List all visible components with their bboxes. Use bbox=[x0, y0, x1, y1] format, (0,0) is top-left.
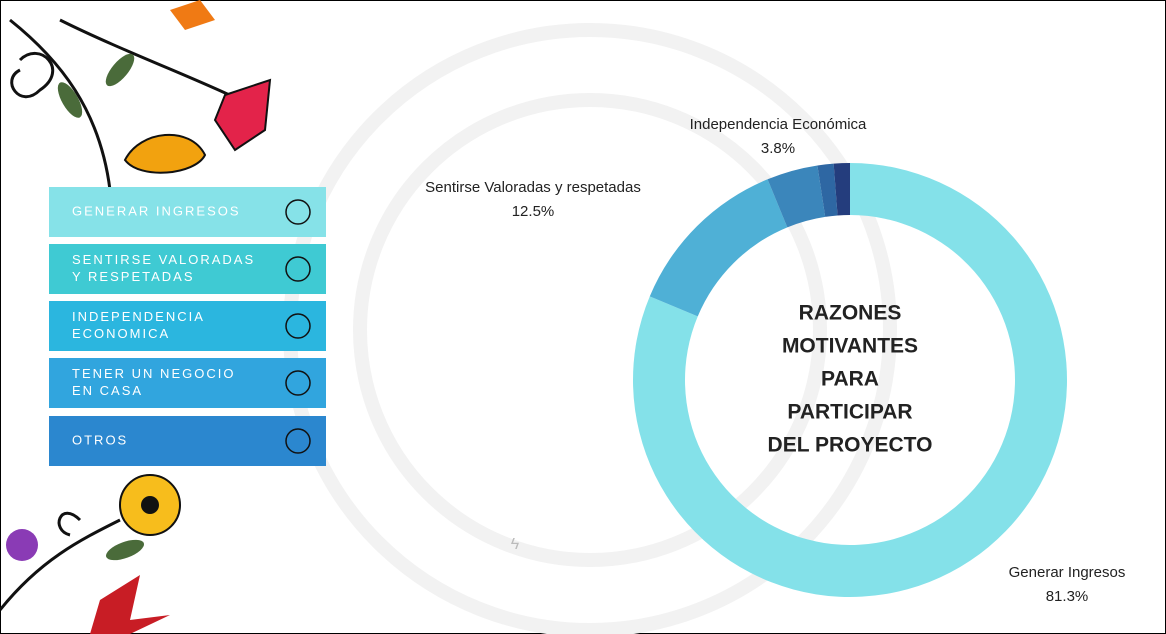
slice-value-label: 81.3% bbox=[1046, 588, 1089, 605]
donut-slice bbox=[817, 163, 838, 217]
menu-button bbox=[49, 416, 326, 466]
menu-button bbox=[49, 187, 326, 237]
menu-button-label: ECONOMICA bbox=[72, 326, 170, 341]
menu-button bbox=[49, 358, 326, 408]
menu-button-label: SENTIRSE VALORADAS bbox=[72, 252, 255, 267]
donut-slice bbox=[649, 179, 788, 317]
cursor-icon: ϟ bbox=[511, 536, 520, 553]
donut-slice bbox=[767, 165, 826, 228]
menu: GENERAR INGRESOS SENTIRSE VALORADAS Y RESP… bbox=[49, 187, 326, 466]
menu-icon bbox=[285, 313, 311, 339]
slice-label: Independencia Económica bbox=[690, 116, 867, 133]
center-title: PARA bbox=[821, 368, 879, 391]
menu-button bbox=[49, 301, 326, 351]
center-title: DEL PROYECTO bbox=[768, 434, 933, 457]
menu-icon bbox=[285, 256, 311, 282]
slice-value-label: 12.5% bbox=[512, 203, 555, 220]
menu-button-label: INDEPENDENCIA bbox=[72, 309, 205, 324]
menu-button-label: Y RESPETADAS bbox=[72, 269, 195, 284]
donut-slice bbox=[833, 163, 850, 216]
menu-icon bbox=[285, 199, 311, 225]
menu-button-label: EN CASA bbox=[72, 383, 143, 398]
menu-icon bbox=[285, 370, 311, 396]
center-title: PARTICIPAR bbox=[787, 401, 912, 424]
slice-label: Sentirse Valoradas y respetadas bbox=[425, 179, 641, 196]
slice-value-label: 3.8% bbox=[761, 140, 795, 157]
decoration-top bbox=[9, 0, 272, 191]
menu-icon bbox=[285, 428, 311, 454]
menu-button bbox=[49, 244, 326, 294]
center-title: RAZONES bbox=[799, 302, 902, 325]
slice-label: Generar Ingresos bbox=[1009, 564, 1126, 581]
decoration-bottom bbox=[0, 474, 181, 634]
menu-button-label: OTROS bbox=[72, 432, 128, 447]
donut-chart: Generar Ingresos 81.3% Sentirse Valoradas … bbox=[425, 116, 1125, 605]
menu-button-label: GENERAR INGRESOS bbox=[72, 203, 241, 218]
center-title: MOTIVANTES bbox=[782, 335, 918, 358]
menu-button-label: TENER UN NEGOCIO bbox=[72, 366, 235, 381]
